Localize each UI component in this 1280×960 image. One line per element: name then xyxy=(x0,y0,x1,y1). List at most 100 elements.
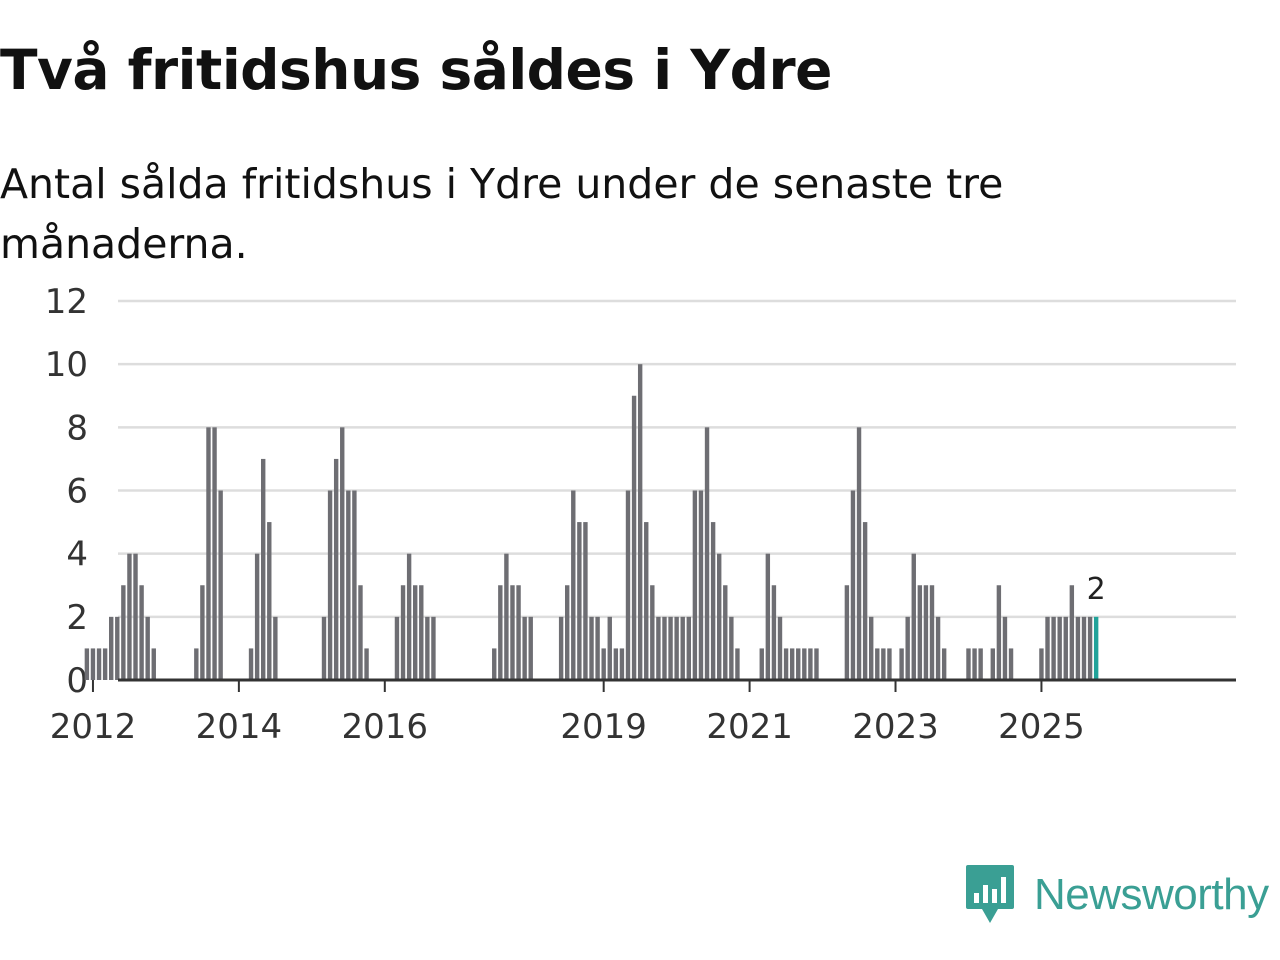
bar xyxy=(151,648,156,680)
bar xyxy=(765,553,771,680)
bar xyxy=(704,427,710,680)
bar xyxy=(637,364,643,680)
bar-highlight xyxy=(1093,616,1099,680)
bar xyxy=(929,585,935,680)
bar xyxy=(644,522,649,680)
bar xyxy=(680,616,685,680)
bar xyxy=(558,616,564,680)
bar xyxy=(802,648,807,680)
bar xyxy=(218,490,223,680)
bar xyxy=(431,616,436,680)
bar xyxy=(789,648,795,680)
bar xyxy=(1069,585,1075,680)
chart-subtitle: Antal sålda fritidshus i Ydre under de s… xyxy=(0,160,1004,268)
bar xyxy=(601,648,606,680)
bar xyxy=(589,616,594,680)
bar xyxy=(340,427,345,680)
bar xyxy=(1081,616,1087,680)
bar xyxy=(899,648,904,680)
bar xyxy=(881,648,886,680)
bar xyxy=(84,648,90,680)
bar xyxy=(735,648,740,680)
bar xyxy=(941,648,947,680)
x-tick-label: 2019 xyxy=(560,707,647,747)
bars xyxy=(84,364,1099,680)
bar xyxy=(686,616,691,680)
x-tick-label: 2023 xyxy=(852,707,939,747)
bar xyxy=(583,522,588,680)
bar xyxy=(346,490,351,680)
bar xyxy=(978,648,983,680)
bar xyxy=(492,648,497,680)
bar xyxy=(145,616,150,680)
bar xyxy=(692,490,698,680)
bar xyxy=(133,553,138,680)
bar xyxy=(498,585,503,680)
bar xyxy=(504,553,509,680)
gridlines xyxy=(118,299,1236,619)
brand-name: Newsworthy xyxy=(1034,870,1269,919)
bar xyxy=(996,585,1002,680)
bar xyxy=(267,522,272,680)
bar xyxy=(565,585,570,680)
bar xyxy=(413,585,418,680)
bar xyxy=(911,553,916,680)
bar xyxy=(595,616,600,680)
bar xyxy=(510,585,515,680)
bar xyxy=(875,648,880,680)
y-tick-label: 10 xyxy=(45,345,88,385)
bar xyxy=(668,616,673,680)
bar xyxy=(139,585,144,680)
bar xyxy=(127,553,132,680)
bar xyxy=(516,585,521,680)
bar xyxy=(656,616,661,680)
bar xyxy=(321,616,327,680)
bar xyxy=(1002,616,1008,680)
bar xyxy=(814,648,819,680)
bar xyxy=(923,585,929,680)
bar xyxy=(1039,648,1044,680)
bar xyxy=(1008,648,1014,680)
highlight-label: 2 xyxy=(1087,572,1106,607)
x-tick-label: 2016 xyxy=(342,707,429,747)
bar xyxy=(528,616,533,680)
x-tick-label: 2021 xyxy=(706,707,793,747)
bar xyxy=(650,585,655,680)
bar xyxy=(254,553,260,680)
bar xyxy=(194,648,199,680)
bar xyxy=(631,395,637,680)
bar xyxy=(887,648,892,680)
annotations: 2 xyxy=(1087,572,1106,607)
bar xyxy=(261,458,266,680)
bar xyxy=(1087,616,1093,680)
bar xyxy=(425,616,430,680)
newsworthy-logo-icon xyxy=(966,865,1014,923)
bar xyxy=(1057,616,1062,680)
bar xyxy=(850,490,856,680)
bar xyxy=(1063,616,1068,680)
brand-logo[interactable]: Newsworthy xyxy=(964,862,1269,928)
bar xyxy=(717,553,722,680)
bar xyxy=(115,616,120,680)
chart-title: Två fritidshus såldes i Ydre xyxy=(0,38,832,102)
y-tick-label: 4 xyxy=(66,535,88,575)
bar xyxy=(212,427,217,680)
bar xyxy=(273,616,278,680)
x-axis: 2012 2014 2016 2019 2021 2023 2025 xyxy=(50,678,1236,747)
bar xyxy=(419,585,424,680)
bar xyxy=(862,522,868,680)
bar xyxy=(394,616,400,680)
bar xyxy=(662,616,667,680)
y-tick-label: 8 xyxy=(66,408,88,448)
bar xyxy=(844,585,850,680)
bar xyxy=(522,616,527,680)
bar xyxy=(1075,616,1081,680)
bar xyxy=(406,553,412,680)
bar xyxy=(759,648,764,680)
bar xyxy=(729,616,734,680)
y-axis-tick-labels: 0 2 4 6 8 10 12 xyxy=(45,282,88,701)
bar xyxy=(723,585,728,680)
bar xyxy=(358,585,363,680)
x-tick-label: 2012 xyxy=(50,707,137,747)
